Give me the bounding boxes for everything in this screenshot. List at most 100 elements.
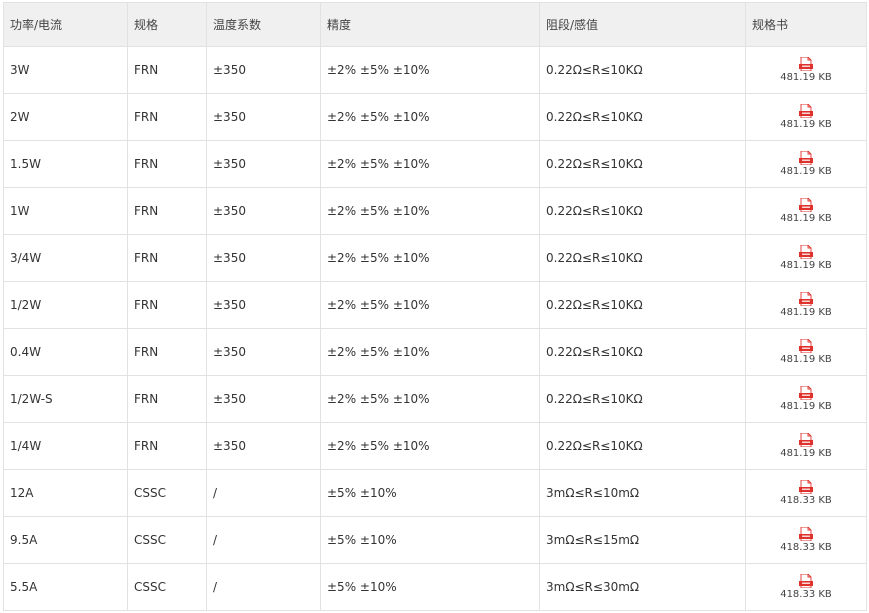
- cell-datasheet: 481.19 KB: [745, 187, 867, 235]
- file-size: 481.19 KB: [780, 354, 832, 365]
- file-size: 481.19 KB: [780, 72, 832, 83]
- cell-tcr: ±350: [206, 375, 321, 423]
- pdf-icon: [799, 245, 813, 259]
- cell-datasheet: 481.19 KB: [745, 93, 867, 141]
- cell-accuracy: ±2% ±5% ±10%: [320, 422, 540, 470]
- cell-range: 0.22Ω≤R≤10KΩ: [539, 328, 746, 376]
- cell-accuracy: ±2% ±5% ±10%: [320, 140, 540, 188]
- cell-datasheet: 481.19 KB: [745, 422, 867, 470]
- file-size: 418.33 KB: [780, 542, 832, 553]
- file-size: 481.19 KB: [780, 260, 832, 271]
- datasheet-download-link[interactable]: 481.19 KB: [780, 433, 832, 459]
- table-row: 5.5A CSSC / ±5% ±10% 3mΩ≤R≤30mΩ 418.33 K…: [3, 563, 867, 611]
- cell-datasheet: 481.19 KB: [745, 328, 867, 376]
- cell-tcr: ±350: [206, 46, 321, 94]
- cell-datasheet: 418.33 KB: [745, 563, 867, 611]
- cell-accuracy: ±2% ±5% ±10%: [320, 281, 540, 329]
- cell-spec: FRN: [127, 140, 207, 188]
- header-row: 功率/电流 规格 温度系数 精度 阻段/感值 规格书: [3, 2, 867, 47]
- cell-datasheet: 481.19 KB: [745, 234, 867, 282]
- cell-accuracy: ±2% ±5% ±10%: [320, 187, 540, 235]
- cell-range: 3mΩ≤R≤30mΩ: [539, 563, 746, 611]
- cell-power: 1/2W-S: [3, 375, 128, 423]
- cell-datasheet: 418.33 KB: [745, 469, 867, 517]
- cell-spec: FRN: [127, 375, 207, 423]
- cell-tcr: /: [206, 563, 321, 611]
- cell-spec: FRN: [127, 422, 207, 470]
- header-power: 功率/电流: [3, 2, 128, 47]
- cell-accuracy: ±5% ±10%: [320, 469, 540, 517]
- file-size: 481.19 KB: [780, 119, 832, 130]
- header-tcr: 温度系数: [206, 2, 321, 47]
- cell-range: 0.22Ω≤R≤10KΩ: [539, 187, 746, 235]
- header-accuracy: 精度: [320, 2, 540, 47]
- datasheet-download-link[interactable]: 481.19 KB: [780, 198, 832, 224]
- cell-range: 0.22Ω≤R≤10KΩ: [539, 422, 746, 470]
- cell-spec: CSSC: [127, 469, 207, 517]
- cell-range: 0.22Ω≤R≤10KΩ: [539, 234, 746, 282]
- cell-accuracy: ±2% ±5% ±10%: [320, 375, 540, 423]
- table-row: 1.5W FRN ±350 ±2% ±5% ±10% 0.22Ω≤R≤10KΩ …: [3, 140, 867, 188]
- cell-tcr: /: [206, 516, 321, 564]
- cell-accuracy: ±5% ±10%: [320, 516, 540, 564]
- file-size: 418.33 KB: [780, 495, 832, 506]
- datasheet-download-link[interactable]: 481.19 KB: [780, 339, 832, 365]
- cell-power: 3W: [3, 46, 128, 94]
- cell-datasheet: 481.19 KB: [745, 46, 867, 94]
- cell-spec: FRN: [127, 187, 207, 235]
- cell-power: 1W: [3, 187, 128, 235]
- cell-range: 0.22Ω≤R≤10KΩ: [539, 140, 746, 188]
- cell-power: 1/4W: [3, 422, 128, 470]
- datasheet-download-link[interactable]: 418.33 KB: [780, 480, 832, 506]
- cell-power: 12A: [3, 469, 128, 517]
- cell-power: 5.5A: [3, 563, 128, 611]
- table-row: 9.5A CSSC / ±5% ±10% 3mΩ≤R≤15mΩ 418.33 K…: [3, 516, 867, 564]
- cell-datasheet: 481.19 KB: [745, 140, 867, 188]
- file-size: 481.19 KB: [780, 166, 832, 177]
- header-range: 阻段/感值: [539, 2, 746, 47]
- table-row: 3/4W FRN ±350 ±2% ±5% ±10% 0.22Ω≤R≤10KΩ …: [3, 234, 867, 282]
- pdf-icon: [799, 198, 813, 212]
- cell-range: 3mΩ≤R≤10mΩ: [539, 469, 746, 517]
- cell-spec: FRN: [127, 328, 207, 376]
- datasheet-download-link[interactable]: 481.19 KB: [780, 245, 832, 271]
- file-size: 481.19 KB: [780, 213, 832, 224]
- cell-range: 0.22Ω≤R≤10KΩ: [539, 93, 746, 141]
- file-size: 481.19 KB: [780, 401, 832, 412]
- cell-datasheet: 481.19 KB: [745, 375, 867, 423]
- cell-power: 9.5A: [3, 516, 128, 564]
- table-row: 2W FRN ±350 ±2% ±5% ±10% 0.22Ω≤R≤10KΩ 48…: [3, 93, 867, 141]
- pdf-icon: [799, 57, 813, 71]
- pdf-icon: [799, 104, 813, 118]
- datasheet-download-link[interactable]: 481.19 KB: [780, 292, 832, 318]
- cell-power: 0.4W: [3, 328, 128, 376]
- cell-tcr: ±350: [206, 281, 321, 329]
- cell-spec: FRN: [127, 93, 207, 141]
- table-body: 3W FRN ±350 ±2% ±5% ±10% 0.22Ω≤R≤10KΩ 48…: [3, 46, 867, 611]
- datasheet-download-link[interactable]: 481.19 KB: [780, 104, 832, 130]
- cell-accuracy: ±2% ±5% ±10%: [320, 46, 540, 94]
- datasheet-download-link[interactable]: 481.19 KB: [780, 386, 832, 412]
- cell-accuracy: ±2% ±5% ±10%: [320, 93, 540, 141]
- table-row: 1/4W FRN ±350 ±2% ±5% ±10% 0.22Ω≤R≤10KΩ …: [3, 422, 867, 470]
- file-size: 418.33 KB: [780, 589, 832, 600]
- datasheet-download-link[interactable]: 418.33 KB: [780, 574, 832, 600]
- datasheet-download-link[interactable]: 481.19 KB: [780, 57, 832, 83]
- table-row: 0.4W FRN ±350 ±2% ±5% ±10% 0.22Ω≤R≤10KΩ …: [3, 328, 867, 376]
- cell-tcr: ±350: [206, 140, 321, 188]
- pdf-icon: [799, 339, 813, 353]
- cell-range: 3mΩ≤R≤15mΩ: [539, 516, 746, 564]
- cell-tcr: /: [206, 469, 321, 517]
- table-row: 1/2W FRN ±350 ±2% ±5% ±10% 0.22Ω≤R≤10KΩ …: [3, 281, 867, 329]
- cell-tcr: ±350: [206, 187, 321, 235]
- datasheet-download-link[interactable]: 418.33 KB: [780, 527, 832, 553]
- cell-spec: CSSC: [127, 516, 207, 564]
- cell-power: 1.5W: [3, 140, 128, 188]
- pdf-icon: [799, 480, 813, 494]
- cell-accuracy: ±5% ±10%: [320, 563, 540, 611]
- pdf-icon: [799, 386, 813, 400]
- cell-tcr: ±350: [206, 93, 321, 141]
- cell-accuracy: ±2% ±5% ±10%: [320, 328, 540, 376]
- file-size: 481.19 KB: [780, 448, 832, 459]
- datasheet-download-link[interactable]: 481.19 KB: [780, 151, 832, 177]
